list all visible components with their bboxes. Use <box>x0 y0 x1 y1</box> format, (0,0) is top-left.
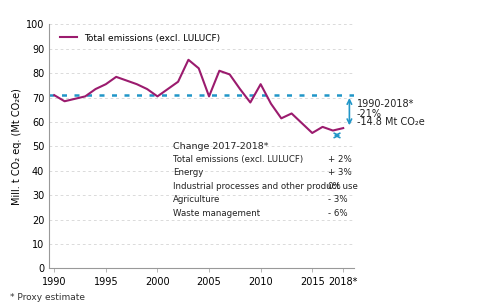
Text: Energy: Energy <box>173 168 203 178</box>
Text: Industrial processes and other product use: Industrial processes and other product u… <box>173 182 358 191</box>
Text: 0%: 0% <box>327 182 341 191</box>
Text: + 2%: + 2% <box>327 155 352 164</box>
Text: + 3%: + 3% <box>327 168 352 178</box>
Text: Total emissions (excl. LULUCF): Total emissions (excl. LULUCF) <box>173 155 303 164</box>
Text: -14.8 Mt CO₂e: -14.8 Mt CO₂e <box>356 117 424 127</box>
Text: - 6%: - 6% <box>327 209 347 218</box>
Text: Waste management: Waste management <box>173 209 260 218</box>
Text: 1990-2018*: 1990-2018* <box>356 99 414 109</box>
Text: Agriculture: Agriculture <box>173 195 220 204</box>
Legend: Total emissions (excl. LULUCF): Total emissions (excl. LULUCF) <box>56 30 223 46</box>
Text: Change 2017-2018*: Change 2017-2018* <box>173 142 269 151</box>
Text: -21%: -21% <box>356 109 382 119</box>
Text: * Proxy estimate: * Proxy estimate <box>10 293 85 302</box>
Text: - 3%: - 3% <box>327 195 347 204</box>
Y-axis label: Mill. t CO₂ eq. (Mt CO₂e): Mill. t CO₂ eq. (Mt CO₂e) <box>12 88 22 205</box>
